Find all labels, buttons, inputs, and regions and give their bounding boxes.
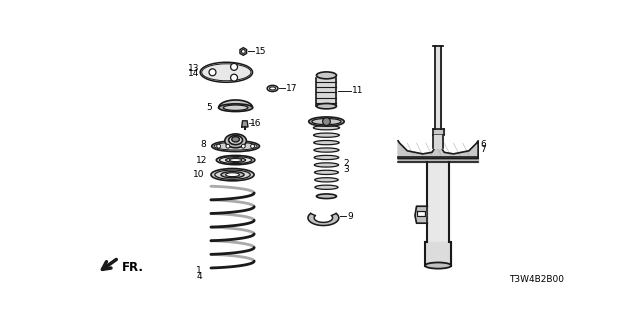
- Ellipse shape: [425, 262, 451, 268]
- Ellipse shape: [315, 185, 338, 189]
- Text: 2: 2: [344, 159, 349, 168]
- Text: 8: 8: [200, 140, 206, 149]
- Polygon shape: [242, 121, 248, 127]
- Ellipse shape: [232, 137, 239, 142]
- Polygon shape: [417, 211, 425, 216]
- Circle shape: [241, 50, 245, 53]
- Ellipse shape: [308, 117, 344, 126]
- Polygon shape: [428, 162, 449, 243]
- Ellipse shape: [316, 72, 337, 79]
- Polygon shape: [240, 48, 246, 55]
- Ellipse shape: [216, 156, 255, 165]
- Ellipse shape: [228, 135, 243, 145]
- Polygon shape: [425, 243, 451, 266]
- Text: 12: 12: [196, 156, 207, 164]
- Polygon shape: [219, 100, 253, 108]
- Ellipse shape: [314, 170, 339, 174]
- Circle shape: [230, 63, 237, 70]
- Text: 1: 1: [196, 267, 202, 276]
- Text: 15: 15: [255, 47, 266, 56]
- Text: 14: 14: [188, 69, 199, 78]
- Circle shape: [209, 69, 216, 76]
- Ellipse shape: [220, 156, 252, 164]
- Polygon shape: [415, 206, 428, 223]
- Ellipse shape: [225, 134, 246, 148]
- Polygon shape: [398, 141, 478, 158]
- Ellipse shape: [314, 126, 340, 130]
- Ellipse shape: [215, 170, 250, 179]
- Text: T3W4B2B00: T3W4B2B00: [509, 275, 564, 284]
- Polygon shape: [398, 157, 478, 162]
- Ellipse shape: [221, 172, 244, 178]
- Circle shape: [241, 144, 245, 148]
- Circle shape: [251, 144, 255, 148]
- Text: FR.: FR.: [122, 260, 143, 274]
- Polygon shape: [308, 213, 339, 226]
- Text: 4: 4: [196, 272, 202, 281]
- Text: 16: 16: [250, 119, 261, 128]
- Ellipse shape: [312, 118, 341, 124]
- Ellipse shape: [314, 163, 339, 167]
- Polygon shape: [433, 129, 444, 135]
- Ellipse shape: [315, 178, 338, 182]
- Ellipse shape: [316, 103, 337, 109]
- Circle shape: [217, 144, 221, 148]
- Ellipse shape: [225, 158, 246, 162]
- Text: 3: 3: [344, 165, 349, 174]
- Ellipse shape: [314, 140, 339, 145]
- Ellipse shape: [314, 133, 339, 137]
- Circle shape: [323, 118, 330, 125]
- Text: 10: 10: [193, 170, 204, 179]
- Text: 7: 7: [481, 145, 486, 154]
- Ellipse shape: [314, 148, 339, 152]
- Polygon shape: [433, 135, 443, 148]
- Ellipse shape: [314, 156, 339, 160]
- Ellipse shape: [269, 87, 276, 90]
- Polygon shape: [316, 78, 337, 106]
- Polygon shape: [435, 46, 441, 129]
- Ellipse shape: [267, 85, 278, 92]
- Circle shape: [226, 144, 230, 148]
- Text: 17: 17: [285, 84, 297, 93]
- Ellipse shape: [225, 173, 239, 177]
- Text: 5: 5: [206, 103, 212, 112]
- Ellipse shape: [212, 141, 259, 152]
- Ellipse shape: [200, 62, 253, 82]
- Text: 6: 6: [481, 140, 486, 149]
- Ellipse shape: [211, 169, 254, 181]
- Ellipse shape: [316, 194, 337, 198]
- Text: 11: 11: [352, 86, 364, 95]
- Ellipse shape: [230, 158, 242, 162]
- Circle shape: [230, 74, 237, 81]
- Text: 9: 9: [348, 212, 353, 221]
- Text: 13: 13: [188, 64, 200, 73]
- Ellipse shape: [223, 105, 248, 110]
- Ellipse shape: [219, 104, 253, 112]
